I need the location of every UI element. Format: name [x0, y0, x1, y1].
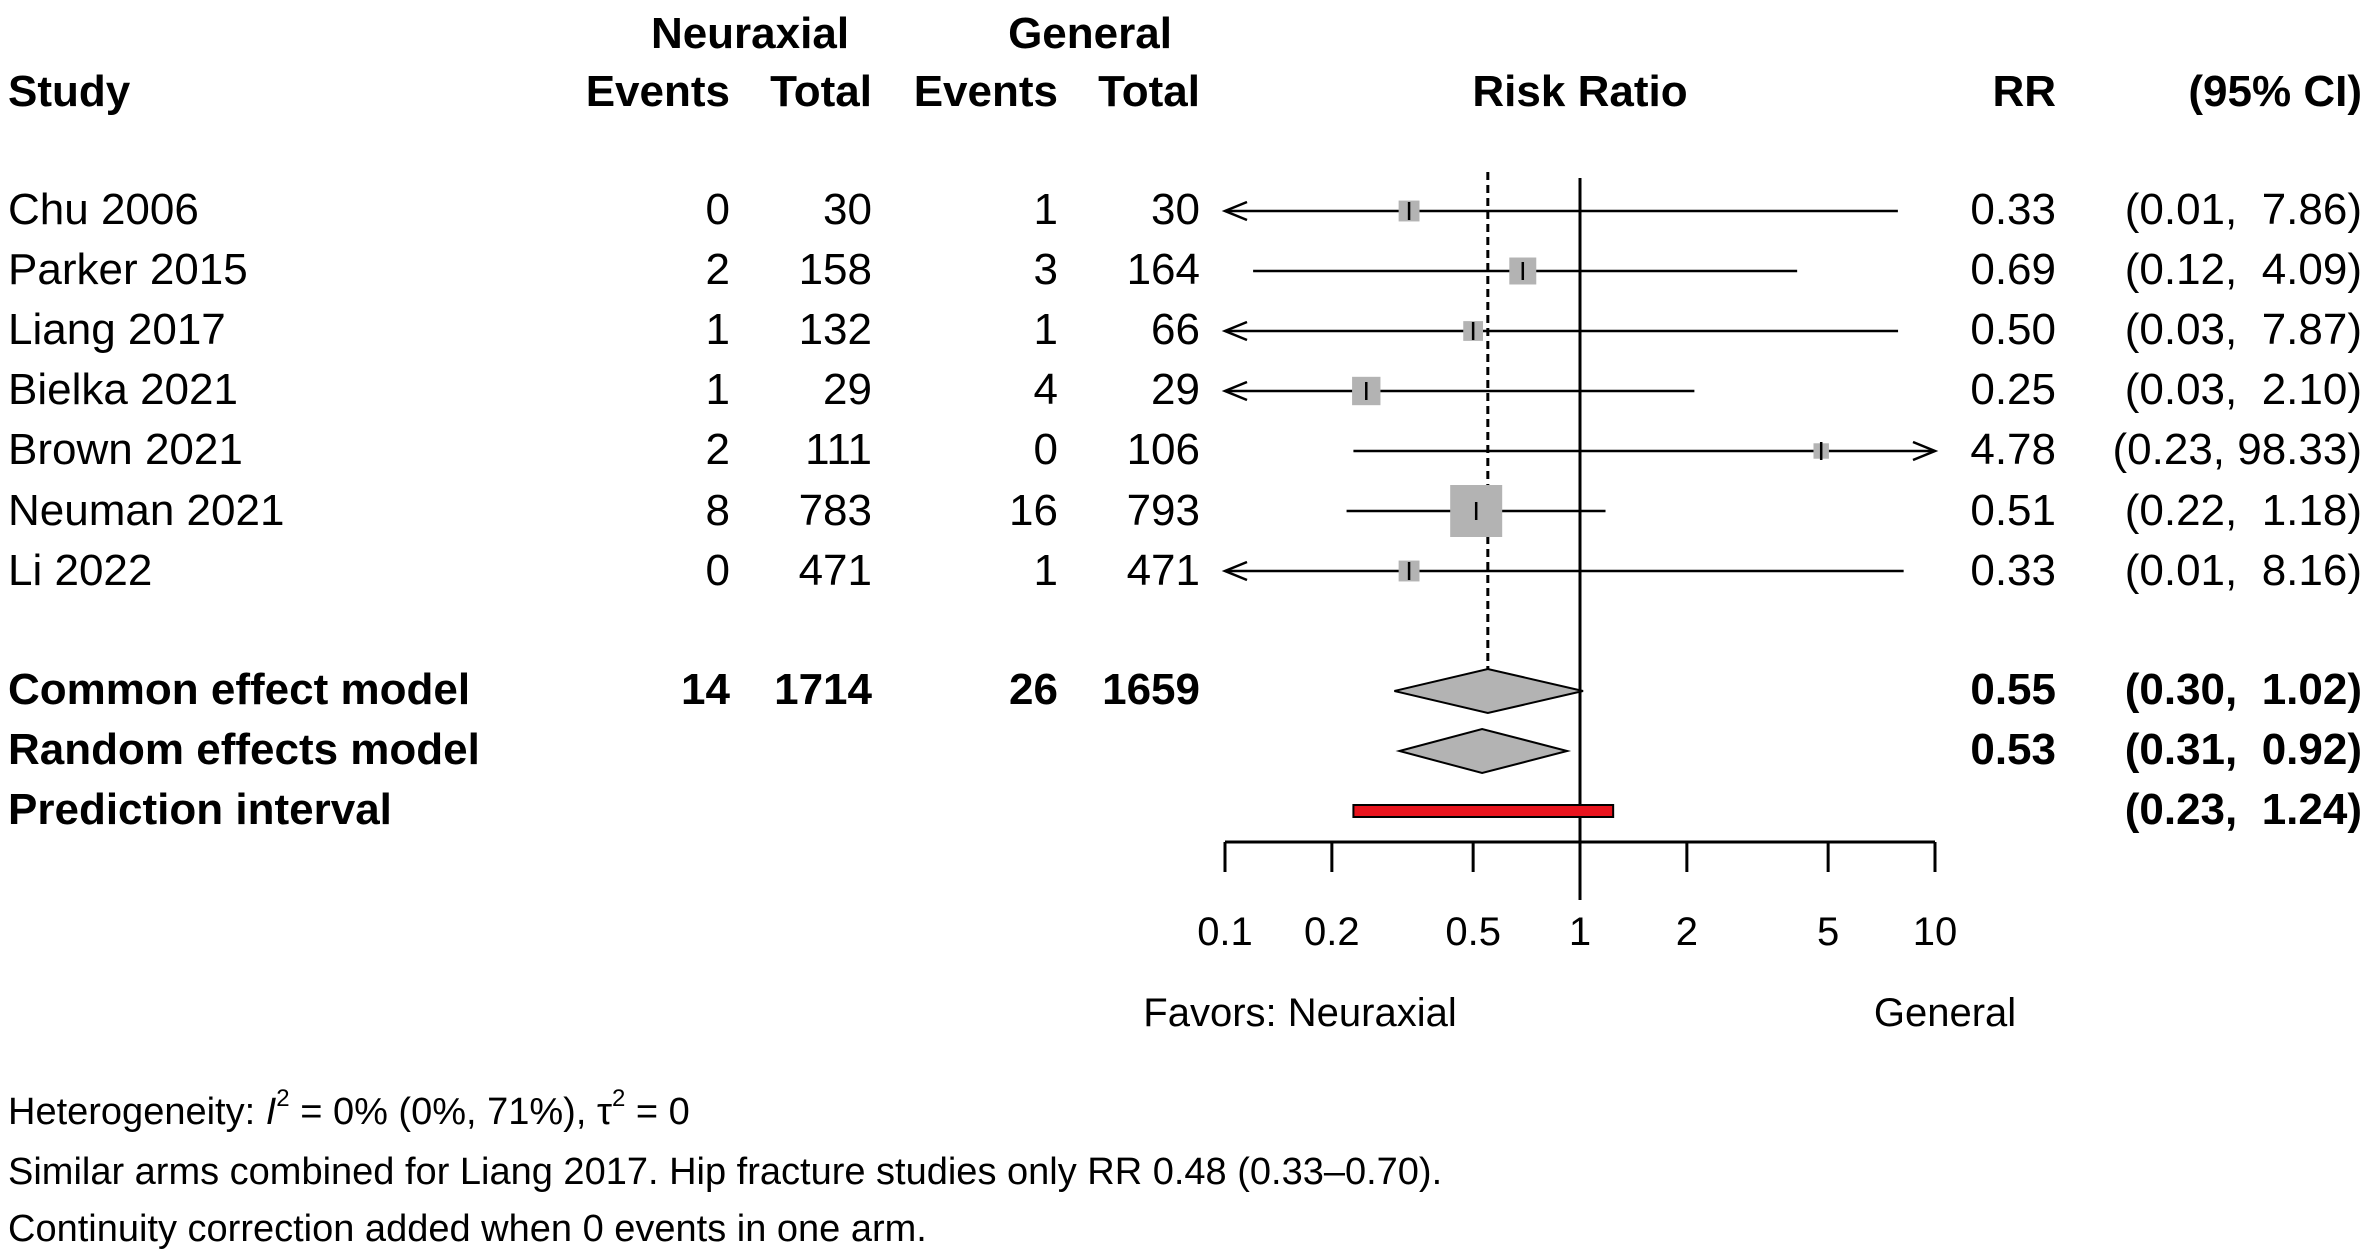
events2-cell: 1 — [1033, 546, 1058, 595]
study-name: Li 2022 — [8, 546, 153, 595]
favors-right-label: General — [1873, 991, 2017, 1035]
ci-arrow-left — [1221, 380, 1248, 402]
ci-cell: (0.22, 1.18) — [2124, 486, 2362, 535]
total1-cell: 111 — [805, 425, 872, 474]
events1-cell: 2 — [705, 425, 730, 474]
study-name: Liang 2017 — [8, 305, 226, 354]
events1-cell: 1 — [705, 305, 730, 354]
study-name: Chu 2006 — [8, 185, 199, 234]
events2-cell: 4 — [1033, 365, 1058, 414]
events1-cell: 0 — [705, 185, 730, 234]
x-axis-tick-label: 0.2 — [1304, 910, 1360, 954]
summary-rr-cell: 0.53 — [1970, 725, 2056, 774]
study-name: Bielka 2021 — [8, 365, 238, 414]
footnote-2: Continuity correction added when 0 event… — [8, 1208, 927, 1250]
x-axis-tick-label: 5 — [1817, 910, 1839, 954]
total2-cell: 106 — [1126, 425, 1200, 474]
study-name: Neuman 2021 — [8, 486, 285, 535]
rr-cell: 0.69 — [1970, 245, 2056, 294]
x-axis-tick-label: 0.1 — [1197, 910, 1253, 954]
x-axis-tick-label: 1 — [1569, 910, 1591, 954]
events1-cell: 1 — [705, 365, 730, 414]
total2-cell: 471 — [1126, 546, 1200, 595]
study-header: Study — [8, 67, 131, 116]
total1-cell: 132 — [798, 305, 872, 354]
heterogeneity-end: = 0 — [625, 1091, 690, 1133]
summary-total1-cell: 1714 — [774, 665, 872, 714]
prediction-interval-bar — [1352, 804, 1615, 818]
x-axis-tick-label: 10 — [1913, 910, 1958, 954]
ci-cell: (0.01, 7.86) — [2124, 185, 2362, 234]
heterogeneity-mid: = 0% (0%, 71%), — [289, 1091, 597, 1133]
study-name: Parker 2015 — [8, 245, 248, 294]
events1-cell: 2 — [705, 245, 730, 294]
total2-cell: 66 — [1151, 305, 1200, 354]
ci-arrow-left — [1221, 320, 1248, 342]
events1-cell: 0 — [705, 546, 730, 595]
risk-ratio-header: Risk Ratio — [1472, 67, 1688, 116]
summary-ci-cell: (0.23, 1.24) — [2124, 785, 2362, 834]
ci-cell: (0.23, 98.33) — [2112, 425, 2363, 474]
common-effect-diamond — [1394, 667, 1584, 715]
total2-cell: 29 — [1151, 365, 1200, 414]
rr-cell: 0.50 — [1970, 305, 2056, 354]
summary-study-name: Random effects model — [8, 725, 480, 774]
rr-cell: 0.25 — [1970, 365, 2056, 414]
footnote-1: Similar arms combined for Liang 2017. Hi… — [8, 1151, 1443, 1193]
total1-cell: 158 — [798, 245, 872, 294]
tau-symbol: τ — [596, 1091, 612, 1133]
x-axis-tick-label: 2 — [1676, 910, 1698, 954]
rr-cell: 4.78 — [1970, 425, 2056, 474]
i-sup: 2 — [276, 1085, 290, 1112]
summary-rr-cell: 0.55 — [1970, 665, 2056, 714]
total2-cell: 30 — [1151, 185, 1200, 234]
rr-header: RR — [1992, 67, 2056, 116]
summary-ci-cell: (0.30, 1.02) — [2124, 665, 2362, 714]
tau-sup: 2 — [611, 1085, 626, 1112]
total2-header: Total — [1098, 67, 1200, 116]
events2-cell: 1 — [1033, 305, 1058, 354]
heterogeneity-prefix: Heterogeneity: — [8, 1091, 266, 1133]
summary-total2-cell: 1659 — [1102, 665, 1200, 714]
ci-arrow-left — [1221, 560, 1248, 582]
ci-arrow-right — [1912, 440, 1939, 462]
i-symbol: I — [265, 1091, 277, 1133]
total1-cell: 471 — [798, 546, 872, 595]
ci-cell: (0.12, 4.09) — [2124, 245, 2362, 294]
ci-header: (95% CI) — [2188, 67, 2362, 116]
summary-study-name: Prediction interval — [8, 785, 392, 834]
ci-arrow-left — [1221, 200, 1248, 222]
total1-cell: 783 — [798, 486, 872, 535]
summary-ci-cell: (0.31, 0.92) — [2124, 725, 2362, 774]
total2-cell: 164 — [1126, 245, 1200, 294]
events1-header: Events — [585, 67, 730, 116]
random-effects-diamond — [1395, 727, 1572, 775]
rr-cell: 0.33 — [1970, 546, 2056, 595]
events2-cell: 0 — [1033, 425, 1058, 474]
rr-cell: 0.51 — [1970, 486, 2056, 535]
total2-cell: 793 — [1126, 486, 1200, 535]
heterogeneity-note: Heterogeneity: I2 = 0% (0%, 71%), τ2 = 0 — [8, 1087, 690, 1133]
total1-cell: 30 — [823, 185, 872, 234]
rr-cell: 0.33 — [1970, 185, 2056, 234]
total1-header: Total — [770, 67, 872, 116]
study-name: Brown 2021 — [8, 425, 243, 474]
favors-left-label: Favors: Neuraxial — [1143, 991, 1457, 1035]
events2-cell: 1 — [1033, 185, 1058, 234]
ci-cell: (0.03, 7.87) — [2124, 305, 2362, 354]
ci-cell: (0.03, 2.10) — [2124, 365, 2362, 414]
events2-header: Events — [913, 67, 1058, 116]
summary-events2-cell: 26 — [1009, 665, 1058, 714]
summary-events1-cell: 14 — [681, 665, 730, 714]
events1-cell: 8 — [705, 486, 730, 535]
x-axis-tick-label: 0.5 — [1445, 910, 1501, 954]
group1-header: Neuraxial — [650, 9, 850, 58]
events2-cell: 16 — [1009, 486, 1058, 535]
total1-cell: 29 — [823, 365, 872, 414]
ci-cell: (0.01, 8.16) — [2124, 546, 2362, 595]
summary-study-name: Common effect model — [8, 665, 471, 714]
events2-cell: 3 — [1033, 245, 1058, 294]
group2-header: General — [1008, 9, 1172, 58]
